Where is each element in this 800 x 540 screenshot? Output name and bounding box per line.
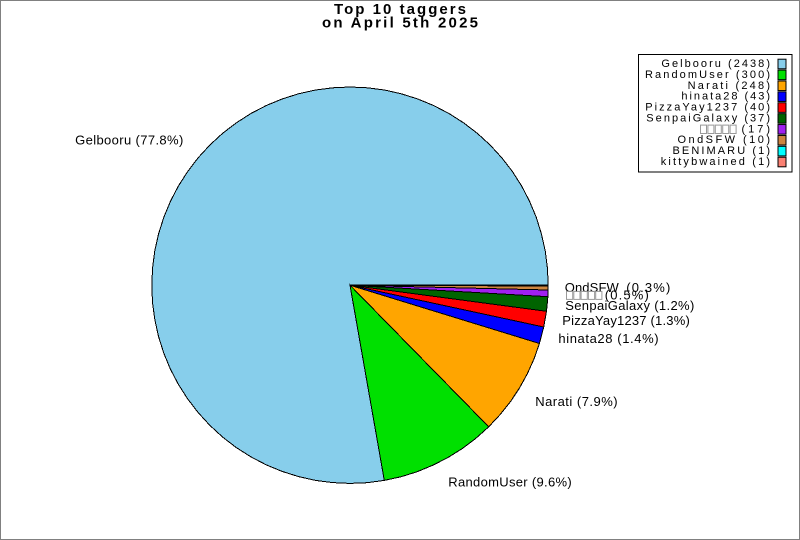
svg-text:hinata28 (43): hinata28 (43) [681,91,770,103]
svg-text:Gelbooru (2438): Gelbooru (2438) [661,58,770,70]
svg-text:Top 10 taggers: Top 10 taggers [334,1,466,18]
svg-text:SenpaiGalaxy (37): SenpaiGalaxy (37) [646,113,770,125]
svg-text:hinata28 (1.4%): hinata28 (1.4%) [558,331,658,346]
svg-text:Narati (7.9%): Narati (7.9%) [535,394,617,409]
svg-text:Gelbooru (77.8%): Gelbooru (77.8%) [75,133,183,148]
svg-text:PizzaYay1237 (1.3%): PizzaYay1237 (1.3%) [562,313,690,328]
svg-text:RandomUser (9.6%): RandomUser (9.6%) [448,474,571,489]
svg-text:PizzaYay1237 (40): PizzaYay1237 (40) [645,102,770,114]
svg-text:kittybwained (1): kittybwained (1) [661,156,770,168]
svg-text:(0.5%): (0.5%) [605,288,649,303]
svg-text:on April 5th 2025: on April 5th 2025 [322,15,478,32]
svg-text:(0.3%): (0.3%) [626,280,670,295]
svg-text:SenpaiGalaxy (1.2%): SenpaiGalaxy (1.2%) [565,298,694,313]
